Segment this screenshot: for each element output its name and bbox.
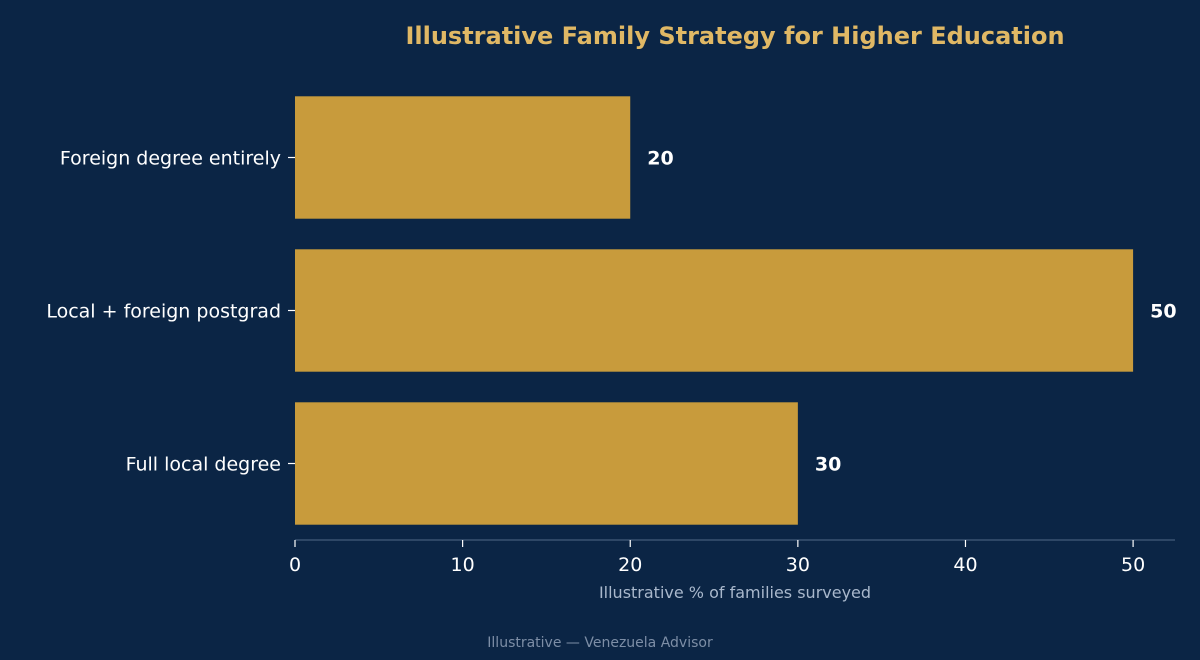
bar xyxy=(295,402,798,525)
x-tick-label: 10 xyxy=(451,554,475,576)
x-axis-label: Illustrative % of families surveyed xyxy=(599,583,871,602)
x-tick-label: 20 xyxy=(618,554,642,576)
bars-layer: 20 50 30 xyxy=(295,96,1177,525)
bar xyxy=(295,96,631,219)
category-label: Full local degree xyxy=(126,454,281,476)
footer-caption: Illustrative — Venezuela Advisor xyxy=(487,635,713,651)
x-tick-label: 0 xyxy=(289,554,301,576)
x-tick-label: 40 xyxy=(953,554,977,576)
category-label: Local + foreign postgrad xyxy=(46,301,281,323)
chart-title: Illustrative Family Strategy for Higher … xyxy=(405,22,1064,50)
x-tick-label: 30 xyxy=(786,554,810,576)
x-tick-label: 50 xyxy=(1121,554,1145,576)
data-label: 50 xyxy=(1150,301,1176,323)
axes-layer: Foreign degree entirely Local + foreign p… xyxy=(46,148,1175,576)
bar xyxy=(295,249,1134,372)
data-label: 20 xyxy=(647,148,673,170)
category-label: Foreign degree entirely xyxy=(60,148,281,170)
data-label: 30 xyxy=(815,454,841,476)
